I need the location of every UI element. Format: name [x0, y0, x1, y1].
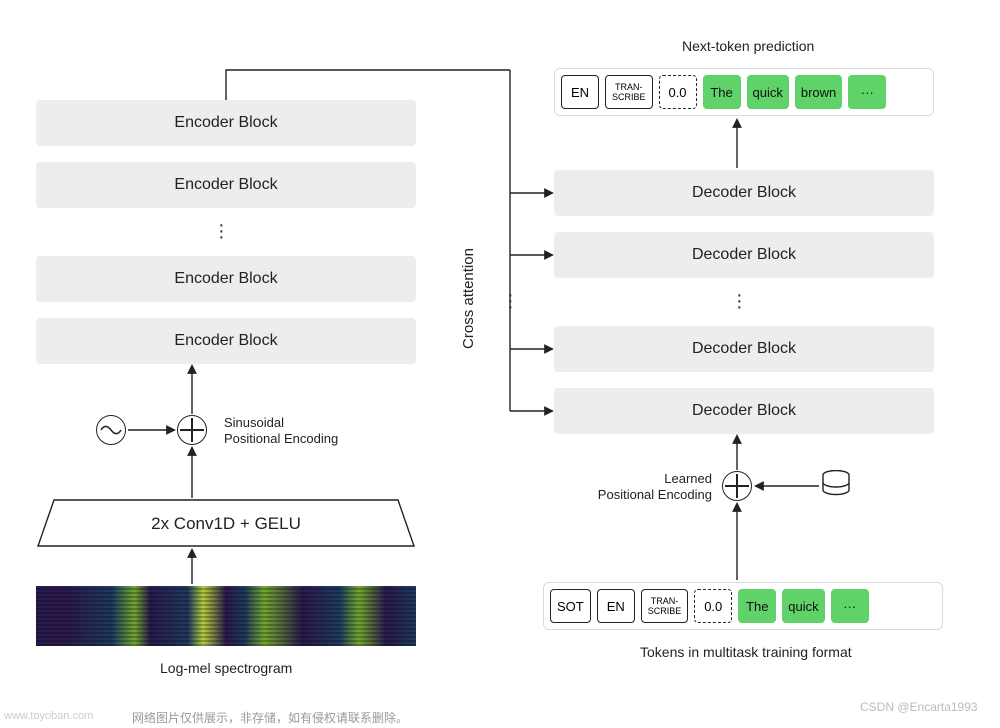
encoder-block-label: Encoder Block — [174, 114, 277, 132]
output-title: Next-token prediction — [682, 38, 814, 54]
conv-trapezoid: 2x Conv1D + GELU — [36, 498, 416, 548]
spectrogram-label: Log-mel spectrogram — [160, 660, 292, 676]
cross-attn-vdots: ··· — [507, 292, 514, 310]
decoder-block-label: Decoder Block — [692, 246, 796, 264]
token: EN — [561, 75, 599, 109]
conv-label: 2x Conv1D + GELU — [151, 514, 301, 533]
spectrogram — [36, 586, 416, 646]
plus-icon-decoder — [722, 471, 752, 501]
decoder-block-label: Decoder Block — [692, 340, 796, 358]
decoder-block-4: Decoder Block — [554, 388, 934, 434]
encoder-block-4: Encoder Block — [36, 318, 416, 364]
database-icon — [821, 470, 851, 496]
token: 0.0 — [659, 75, 697, 109]
decoder-block-label: Decoder Block — [692, 184, 796, 202]
input-token-row: SOTENTRAN-SCRIBE0.0Thequick··· — [543, 582, 943, 630]
token: SOT — [550, 589, 591, 623]
sinusoidal-pe-label: SinusoidalPositional Encoding — [224, 415, 338, 447]
sine-icon — [96, 415, 126, 445]
decoder-block-2: Decoder Block — [554, 232, 934, 278]
encoder-block-2: Encoder Block — [36, 162, 416, 208]
learned-pe-label: LearnedPositional Encoding — [594, 471, 712, 503]
decoder-block-3: Decoder Block — [554, 326, 934, 372]
credit: CSDN @Encarta1993 — [860, 700, 978, 714]
decoder-block-1: Decoder Block — [554, 170, 934, 216]
token: quick — [782, 589, 824, 623]
token: 0.0 — [694, 589, 732, 623]
encoder-block-3: Encoder Block — [36, 256, 416, 302]
decoder-block-label: Decoder Block — [692, 402, 796, 420]
token: quick — [747, 75, 789, 109]
encoder-block-1: Encoder Block — [36, 100, 416, 146]
token: TRAN-SCRIBE — [641, 589, 689, 623]
token: TRAN-SCRIBE — [605, 75, 653, 109]
token: EN — [597, 589, 635, 623]
output-token-row: ENTRAN-SCRIBE0.0Thequickbrown··· — [554, 68, 934, 116]
architecture-diagram: Encoder Block Encoder Block ··· Encoder … — [0, 0, 1000, 728]
input-title: Tokens in multitask training format — [640, 644, 852, 660]
cross-attention-label: Cross attention — [460, 248, 477, 349]
decoder-vdots: ··· — [736, 292, 743, 310]
token: ··· — [848, 75, 886, 109]
encoder-block-label: Encoder Block — [174, 332, 277, 350]
token: The — [703, 75, 741, 109]
footer-note: 网络图片仅供展示，非存储，如有侵权请联系删除。 — [132, 709, 408, 726]
token: The — [738, 589, 776, 623]
plus-icon — [177, 415, 207, 445]
token: ··· — [831, 589, 869, 623]
token: brown — [795, 75, 842, 109]
encoder-block-label: Encoder Block — [174, 176, 277, 194]
encoder-vdots: ··· — [218, 222, 225, 240]
encoder-block-label: Encoder Block — [174, 270, 277, 288]
watermark: www.toyoban.com — [4, 710, 93, 722]
